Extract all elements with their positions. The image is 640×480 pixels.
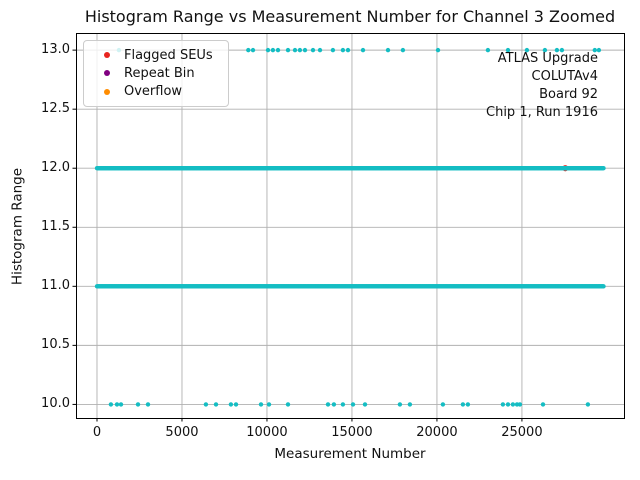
flagged-seus-marker-icon <box>104 52 110 59</box>
data-points <box>94 47 606 407</box>
legend-item-overflow: Overflow <box>94 83 220 101</box>
annotation-line: ATLAS Upgrade <box>497 51 598 66</box>
annotation-text: ATLAS Upgrade COLUTAv4 Board 92 Chip 1, … <box>486 50 598 122</box>
x-tick-label: 10000 <box>246 425 288 440</box>
y-tick-label: 12.5 <box>41 101 70 117</box>
x-axis-label: Measurement Number <box>274 446 426 462</box>
legend-item-repeat-bin: Repeat Bin <box>94 64 220 82</box>
y-tick-label: 11.5 <box>41 219 70 235</box>
x-tick-label: 0 <box>92 425 102 440</box>
annotation-line: Board 92 <box>539 87 598 102</box>
tick-marks <box>72 49 523 422</box>
y-tick-label: 12.0 <box>41 160 70 176</box>
y-tick-label: 13.0 <box>41 42 70 58</box>
legend-item-flagged-seus: Flagged SEUs <box>94 46 220 64</box>
x-tick-label: 20000 <box>416 425 458 440</box>
legend-label: Repeat Bin <box>124 65 195 81</box>
y-axis-label: Histogram Range <box>9 167 26 286</box>
repeat-bin-marker-icon <box>104 70 110 77</box>
y-tick-label: 10.0 <box>41 396 70 412</box>
x-tick-label: 15000 <box>331 425 373 440</box>
chart-title: Histogram Range vs Measurement Number fo… <box>84 7 616 26</box>
x-tick-label: 25000 <box>501 425 543 440</box>
legend: Flagged SEUs Repeat Bin Overflow <box>83 40 229 107</box>
axes-spines <box>76 33 625 419</box>
legend-label: Flagged SEUs <box>124 47 213 63</box>
y-tick-label: 10.5 <box>41 337 70 353</box>
annotation-line: Chip 1, Run 1916 <box>486 105 598 120</box>
overflow-marker-icon <box>104 88 110 95</box>
x-tick-label: 5000 <box>165 425 199 440</box>
annotation-line: COLUTAv4 <box>531 69 598 84</box>
y-tick-label: 11.0 <box>41 278 70 294</box>
legend-label: Overflow <box>124 84 183 100</box>
